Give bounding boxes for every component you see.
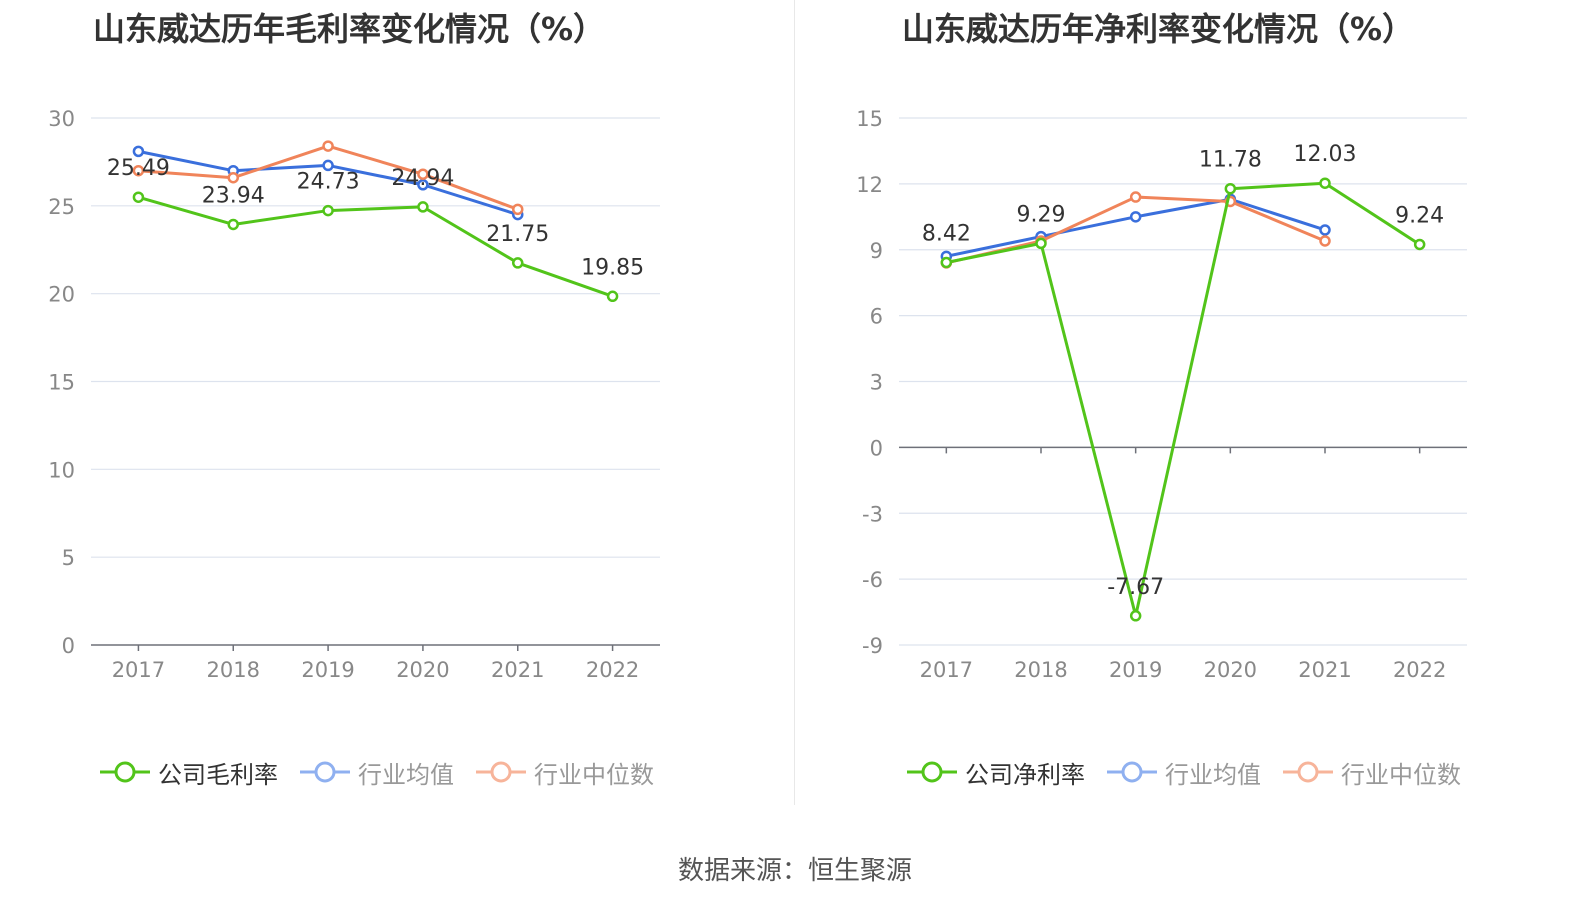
data-point [1035, 237, 1047, 250]
data-label: 12.03 [1294, 142, 1357, 167]
y-tick-label: -9 [862, 634, 883, 658]
y-tick-label: 30 [48, 107, 75, 131]
data-point [1413, 238, 1426, 251]
y-tick-label: 3 [870, 371, 883, 395]
data-label: 19.85 [581, 255, 644, 280]
chart-title: 山东威达历年净利率变化情况（%） [902, 10, 1415, 48]
y-tick-label: 20 [48, 283, 75, 307]
data-point [1319, 224, 1331, 236]
y-tick-label: 12 [856, 173, 883, 197]
legend-item-industry-mean[interactable]: 行业均值 [300, 755, 454, 790]
data-point [1129, 211, 1142, 223]
net-margin-chart: 山东威达历年净利率变化情况（%） -9 -6 -3 0 3 6 9 12 15 2017 2018 2… [795, 0, 1590, 830]
y-tick-label: -6 [862, 568, 883, 592]
x-tick-label: 2017 [112, 658, 165, 682]
data-source-footer: 数据来源：恒生聚源 [677, 856, 912, 886]
x-tick-label: 2022 [586, 658, 639, 682]
data-point [132, 191, 145, 203]
legend-item-industry-median[interactable]: 行业中位数 [1283, 755, 1461, 790]
data-label: 21.75 [486, 222, 549, 247]
data-point [417, 179, 429, 191]
data-point [940, 256, 953, 269]
x-tick-label: 2019 [1109, 658, 1162, 682]
x-tick-label: 2021 [1298, 658, 1351, 682]
data-label: 23.94 [202, 183, 265, 208]
blue-circle-line-icon [300, 761, 350, 783]
series-line [138, 195, 614, 298]
legend-label: 公司净利率 [965, 760, 1085, 789]
data-point [1319, 177, 1331, 189]
y-tick-label: 6 [870, 305, 883, 329]
y-tick-label: 15 [856, 107, 883, 131]
series-line [946, 181, 1421, 618]
data-point [132, 164, 145, 177]
y-tick-label: 25 [48, 195, 75, 219]
data-label: -7.67 [1107, 575, 1164, 600]
x-tick-label: 2018 [207, 658, 260, 682]
x-tick-label: 2020 [396, 658, 449, 682]
data-label: 11.78 [1199, 148, 1262, 173]
data-point [322, 204, 334, 217]
data-label: 25.49 [107, 156, 170, 181]
y-tick-label: 9 [870, 239, 883, 263]
y-tick-label: 5 [62, 546, 75, 570]
series-line [945, 195, 1326, 265]
data-label: 9.24 [1395, 203, 1444, 228]
legend: 公司毛利率 行业均值 行业中位数 [100, 752, 676, 792]
orange-circle-line-icon [1283, 761, 1333, 783]
legend-label: 公司毛利率 [158, 760, 278, 789]
data-point [1319, 235, 1331, 247]
legend-item-company-gross-margin[interactable]: 公司毛利率 [100, 755, 278, 790]
x-tick-label: 2018 [1014, 658, 1067, 682]
series-line [946, 197, 1326, 258]
data-point [417, 168, 429, 180]
gross-margin-plot: 0 5 10 15 20 25 30 2017 2018 2019 2020 2021 2022 25.4… [48, 107, 660, 682]
data-point [606, 290, 619, 303]
data-point [1129, 610, 1142, 622]
data-point [132, 145, 145, 158]
x-tick-label: 2022 [1393, 658, 1446, 682]
y-tick-label: 0 [870, 436, 883, 460]
data-point [512, 257, 524, 269]
data-point [322, 159, 334, 172]
data-label: 24.73 [297, 170, 360, 195]
data-point [512, 203, 524, 216]
x-tick-label: 2020 [1204, 658, 1257, 682]
legend-item-industry-mean[interactable]: 行业均值 [1107, 755, 1261, 790]
data-label: 9.29 [1017, 202, 1066, 227]
legend-label: 行业均值 [1165, 760, 1261, 789]
x-tick-label: 2017 [920, 658, 973, 682]
gross-margin-chart: 山东威达历年毛利率变化情况（%） 0 5 10 15 20 25 30 2017 2018 201… [0, 0, 795, 830]
legend-label: 行业均值 [358, 760, 454, 789]
y-tick-label: 15 [48, 371, 75, 395]
data-point [227, 171, 239, 184]
green-circle-line-icon [100, 761, 150, 783]
y-tick-label: 10 [48, 458, 75, 482]
y-tick-label: 0 [62, 634, 75, 658]
x-tick-label: 2019 [301, 658, 354, 682]
data-point [322, 140, 334, 152]
x-tick-label: 2021 [491, 658, 544, 682]
data-point [1129, 191, 1142, 203]
net-margin-plot: -9 -6 -3 0 3 6 9 12 15 2017 2018 2019 2020 2021 2022 8.… [856, 107, 1467, 682]
legend: 公司净利率 行业均值 行业中位数 [907, 752, 1483, 792]
data-label: 24.94 [391, 166, 454, 191]
chart-title: 山东威达历年毛利率变化情况（%） [93, 10, 606, 48]
data-point [417, 201, 429, 213]
data-point [227, 218, 239, 231]
legend-label: 行业中位数 [1341, 760, 1461, 789]
data-point [1224, 182, 1237, 195]
panel-divider [794, 0, 795, 805]
legend-item-company-net-margin[interactable]: 公司净利率 [907, 755, 1085, 790]
legend-label: 行业中位数 [534, 760, 654, 789]
legend-item-industry-median[interactable]: 行业中位数 [476, 755, 654, 790]
green-circle-line-icon [907, 761, 957, 783]
orange-circle-line-icon [476, 761, 526, 783]
data-label: 8.42 [922, 221, 971, 246]
y-tick-label: -3 [862, 502, 883, 526]
blue-circle-line-icon [1107, 761, 1157, 783]
